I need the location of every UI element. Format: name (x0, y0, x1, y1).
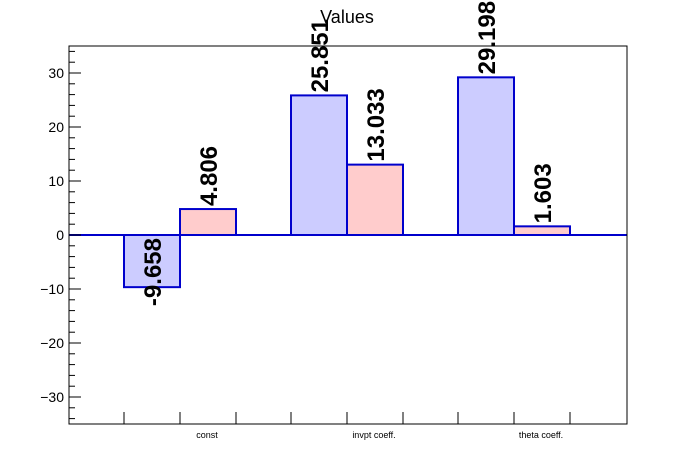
y-tick-label: −30 (40, 389, 64, 405)
x-category-label: theta coeff. (519, 430, 563, 440)
y-tick-label: −10 (40, 281, 64, 297)
x-category-label: const (196, 430, 218, 440)
bar-1-2 (290, 94, 348, 236)
bar-1-3 (457, 76, 515, 237)
value-label-2-1: 4.806 (196, 146, 223, 206)
bar-1-1 (123, 234, 181, 289)
bar-2-2 (346, 163, 404, 236)
bar-2-3 (513, 225, 571, 236)
y-axis: −30 −20 −10 0 10 20 30 (40, 50, 81, 420)
y-tick-label: −20 (40, 335, 64, 351)
value-label-2-3: 1.603 (530, 163, 557, 223)
y-tick-label: 0 (56, 227, 64, 243)
value-label-1-2: 25.851 (307, 19, 334, 92)
value-labels-group: -9.658 4.806 25.851 13.033 29.198 1.603 (140, 1, 557, 306)
bar-2-1 (179, 208, 237, 237)
y-tick-label: 20 (48, 119, 64, 135)
y-tick-label: 30 (48, 65, 64, 81)
value-label-2-2: 13.033 (363, 88, 390, 161)
x-category-label: invpt coeff. (352, 430, 395, 440)
value-label-1-3: 29.198 (474, 1, 501, 74)
y-tick-label: 10 (48, 173, 64, 189)
value-label-1-1: -9.658 (140, 238, 167, 306)
x-axis: const invpt coeff. theta coeff. (123, 412, 571, 440)
chart-title: Values (320, 7, 374, 27)
bars-group (123, 76, 571, 289)
